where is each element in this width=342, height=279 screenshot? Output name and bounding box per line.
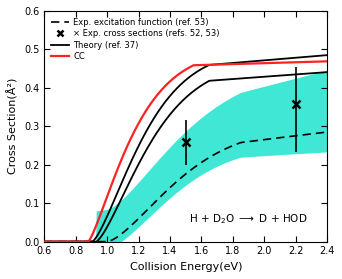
X-axis label: Collision Energy(eV): Collision Energy(eV) bbox=[130, 262, 242, 272]
Legend: Exp. excitation function (ref. 53), × Exp. cross sections (refs. 52, 53), Theory: Exp. excitation function (ref. 53), × Ex… bbox=[48, 15, 222, 64]
Y-axis label: Cross Section(Å²): Cross Section(Å²) bbox=[7, 78, 18, 174]
Text: H + D$_2$O $\longrightarrow$ D + HOD: H + D$_2$O $\longrightarrow$ D + HOD bbox=[189, 213, 307, 226]
